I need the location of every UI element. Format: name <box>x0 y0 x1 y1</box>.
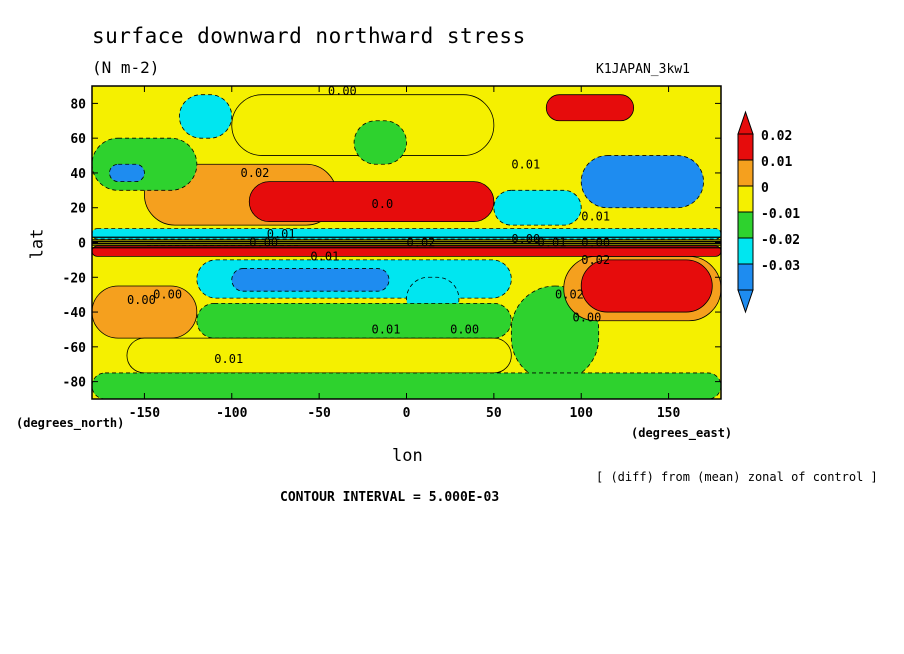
contour-region <box>126 337 512 374</box>
colorbar-swatch <box>737 237 754 265</box>
contour-value-label: 0.01 <box>372 322 401 336</box>
y-tick-label: -40 <box>63 306 87 321</box>
contour-value-label: 0.02 <box>581 253 610 267</box>
colorbar-swatch <box>737 133 754 161</box>
chart-title: surface downward northward stress <box>92 24 526 48</box>
x-axis-ticks: -150 -100 -50 0 50 100 150 <box>129 86 681 421</box>
x-units-label: (degrees_east) <box>631 426 733 440</box>
colorbar-bottom-arrow <box>737 289 754 314</box>
x-tick-label: 50 <box>486 406 502 421</box>
diff-note: [ (diff) from (mean) zonal of control ] <box>596 470 878 484</box>
contour-region <box>92 137 198 191</box>
contour-region <box>109 163 145 183</box>
contour-value-label: 0.01 <box>214 352 243 366</box>
colorbar-label: 0.01 <box>761 155 792 170</box>
contour-value-label: 0.01 <box>310 249 339 263</box>
colorbar-swatch <box>737 263 754 291</box>
contour-value-label: 0.01 <box>511 157 540 171</box>
colorbar-label: 0 <box>761 181 769 196</box>
contour-value-label: 0.02 <box>241 166 270 180</box>
colorbar-label: -0.01 <box>761 207 800 222</box>
contour-value-label: 0.00 <box>450 322 479 336</box>
colorbar: 0.02 0.01 0 -0.01 -0.02 -0.03 <box>737 110 800 314</box>
contour-value-label: 0.00 <box>153 288 182 302</box>
contour-region <box>231 268 390 292</box>
contour-value-label: 0.00 <box>249 236 278 250</box>
contour-region <box>248 181 495 223</box>
contour-value-label: 0.00 <box>511 232 540 246</box>
contour-value-label: 0.01 <box>267 227 296 241</box>
contour-value-label: 0.02 <box>555 288 584 302</box>
y-tick-label: -60 <box>63 341 87 356</box>
x-tick-label: 100 <box>569 406 593 421</box>
contour-value-label: 0.00 <box>581 236 610 250</box>
y-tick-label: 80 <box>70 97 86 112</box>
contour-value-label: 0.00 <box>127 293 156 307</box>
y-tick-label: -20 <box>63 271 87 286</box>
x-tick-label: -100 <box>216 406 247 421</box>
contour-region <box>580 155 704 209</box>
y-tick-label: -80 <box>63 376 87 391</box>
contour-region <box>196 302 512 339</box>
x-axis-label: lon <box>392 446 423 466</box>
units-label: (N m-2) <box>92 58 160 77</box>
colorbar-label: -0.02 <box>761 233 800 248</box>
contour-labels: 0.000.010.020.00.010.000.010.000.000.01 0… <box>127 84 610 366</box>
contour-interval-label: CONTOUR INTERVAL = 5.000E-03 <box>280 490 500 505</box>
contour-region <box>493 189 582 226</box>
plot-area <box>92 86 721 399</box>
y-tick-label: 0 <box>78 237 86 252</box>
contour-region <box>580 259 713 313</box>
y-units-label: (degrees_north) <box>16 416 125 430</box>
contour-region <box>353 120 407 165</box>
contour-value-label: 0.02 <box>407 236 436 250</box>
colorbar-label: 0.02 <box>761 129 792 144</box>
contour-region <box>92 228 721 240</box>
contour-value-label: 0.01 <box>538 236 567 250</box>
contour-value-label: 0.00 <box>572 310 601 324</box>
contour-region <box>92 245 721 257</box>
y-axis-ticks: 80 60 40 20 0 -20 -40 -60 -80 <box>63 97 721 391</box>
contour-region <box>178 94 233 139</box>
x-tick-label: -150 <box>129 406 160 421</box>
contour-value-label: 0.00 <box>328 84 357 98</box>
y-tick-label: 20 <box>70 202 86 217</box>
colorbar-swatch <box>737 159 754 187</box>
colorbar-label: -0.03 <box>761 259 800 274</box>
contour-value-label: 0.0 <box>372 197 394 211</box>
x-tick-label: -50 <box>307 406 331 421</box>
x-tick-label: 150 <box>657 406 681 421</box>
colorbar-swatch <box>737 185 754 213</box>
contour-region <box>545 94 635 122</box>
x-tick-label: 0 <box>403 406 411 421</box>
contour-value-label: 0.01 <box>581 209 610 223</box>
colorbar-swatch <box>737 211 754 239</box>
run-id-label: K1JAPAN_3kw1 <box>596 62 690 77</box>
y-tick-label: 60 <box>70 132 86 147</box>
colorbar-top-arrow <box>737 110 754 135</box>
y-tick-label: 40 <box>70 167 86 182</box>
